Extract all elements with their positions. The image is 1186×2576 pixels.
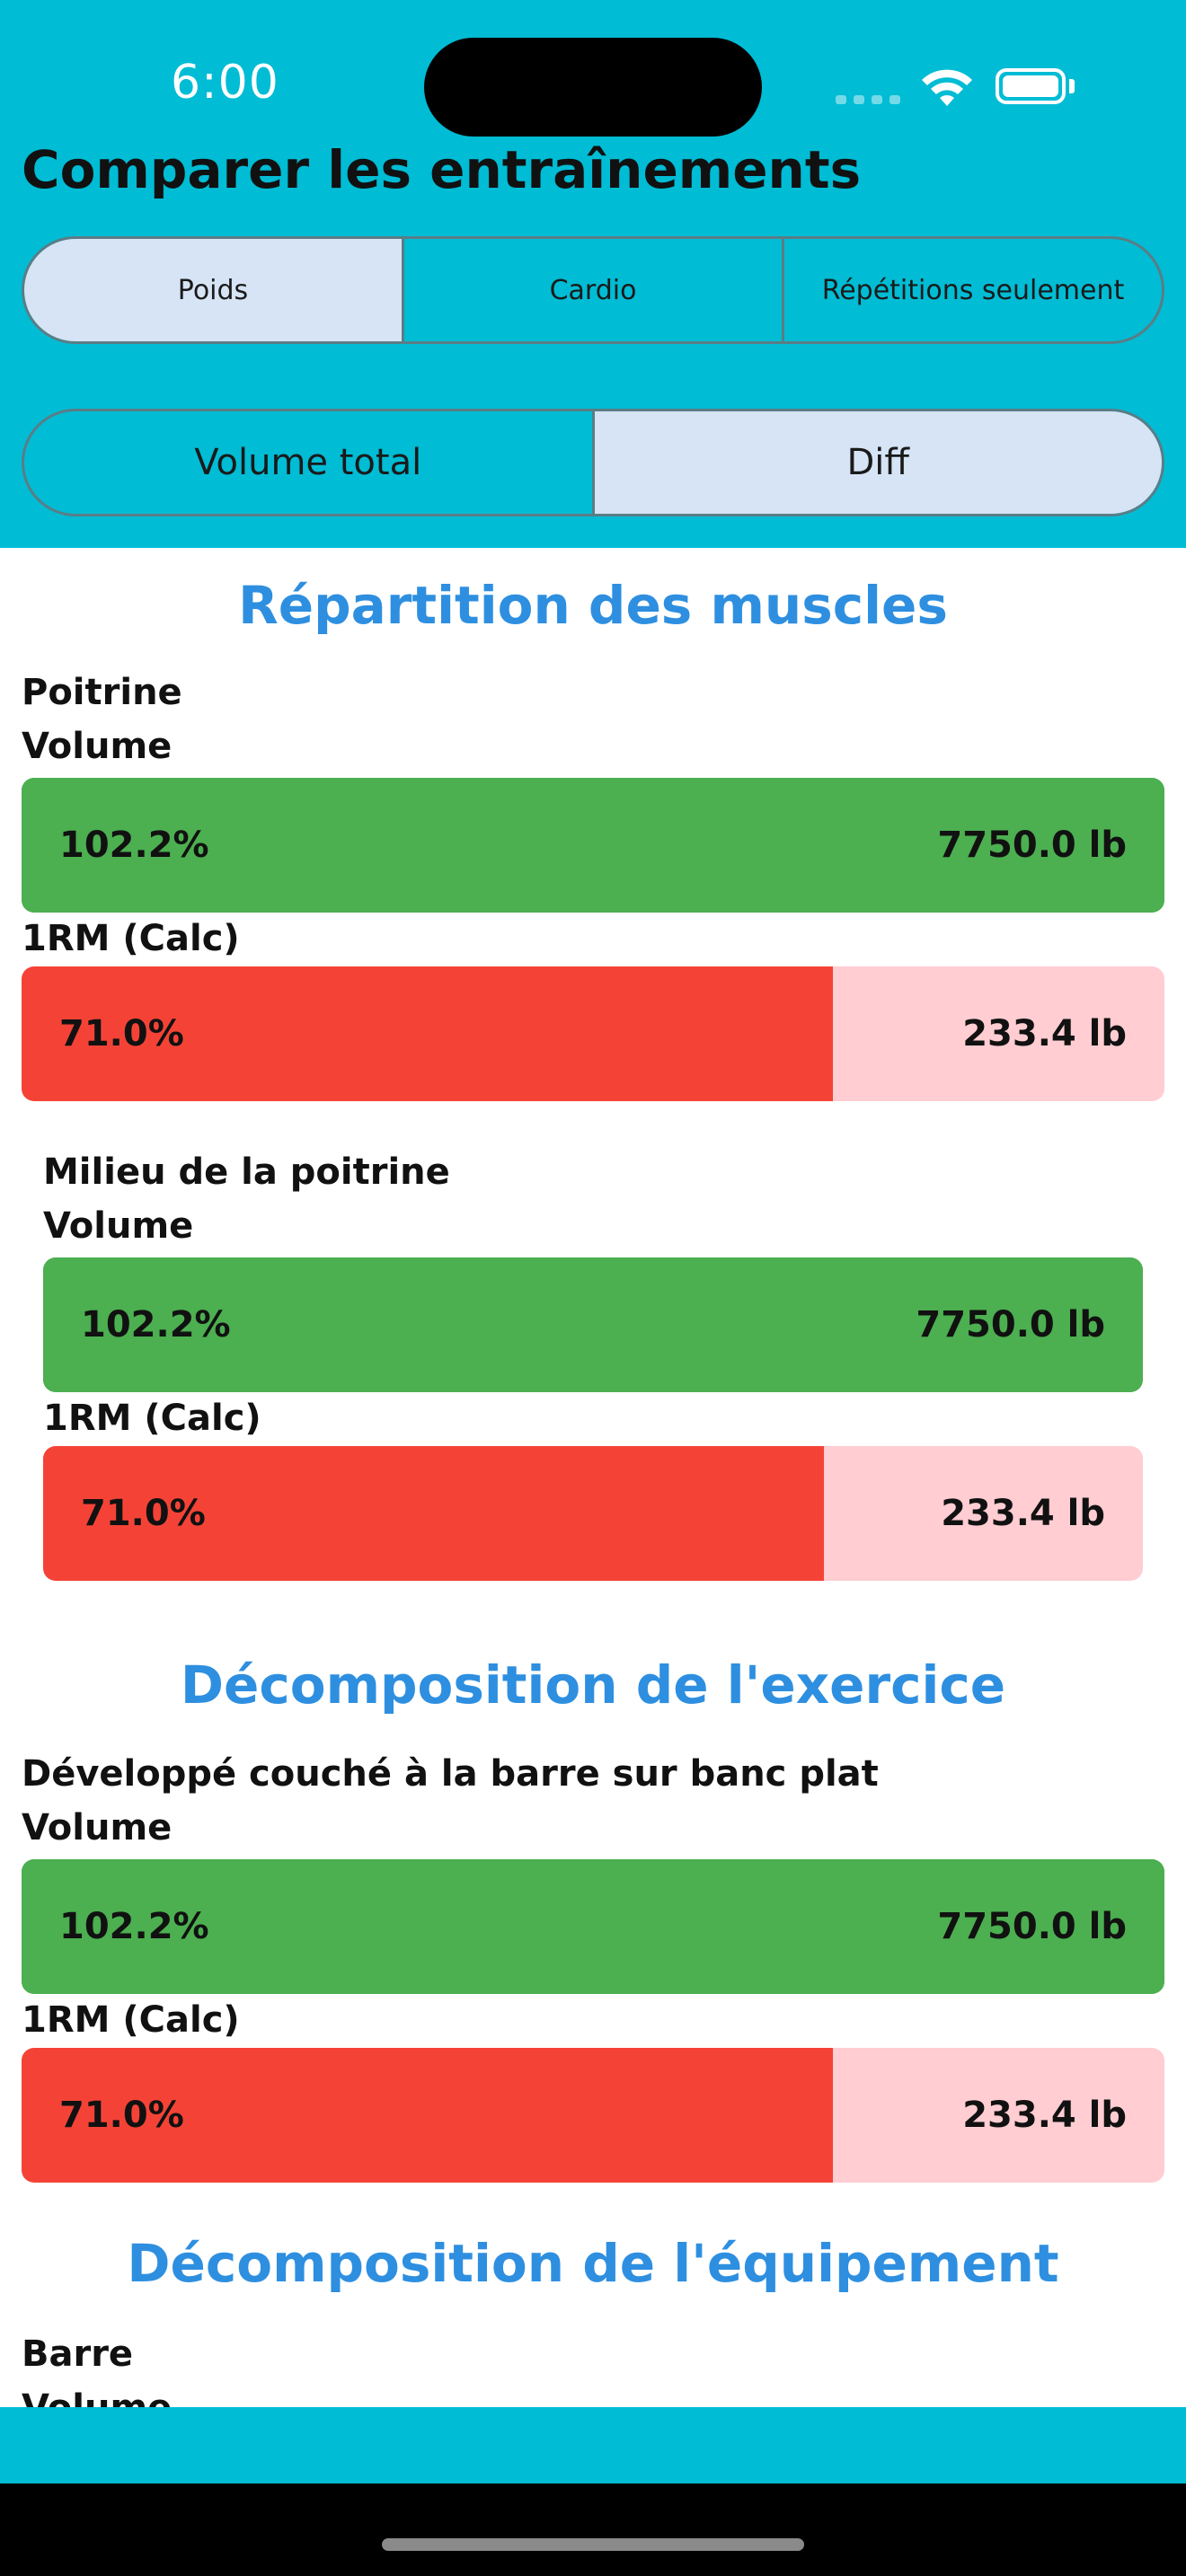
orm-diff-bar: 71.0% 233.4 lb [22,2048,1164,2183]
volume-label: Volume [43,1205,194,1247]
home-area [0,2483,1186,2576]
volume-diff-fill [43,1257,1143,1392]
orm-diff-value: 233.4 lb [941,1493,1105,1534]
home-indicator[interactable] [382,2538,804,2551]
app-header: 6:00 Comparer les entraînements Poids Ca… [0,0,1186,548]
volume-diff-bar: 102.2% 7750.0 lb [22,778,1164,913]
orm-diff-fill [43,1446,825,1581]
muscle-subgroup-name: Milieu de la poitrine [43,1151,450,1193]
page-title: Comparer les entraînements [22,139,862,200]
orm-diff-percent: 71.0% [59,1013,184,1054]
exercise-section-title: Décomposition de l'exercice [180,1654,1006,1716]
signal-icon [836,95,900,104]
orm-label: 1RM (Calc) [43,1398,261,1439]
orm-diff-value: 233.4 lb [962,2095,1127,2136]
volume-label: Volume [22,1807,173,1848]
volume-diff-fill [22,1859,1164,1994]
orm-label: 1RM (Calc) [22,918,240,959]
muscles-section-title: Répartition des muscles [238,575,948,636]
tab-volume-total[interactable]: Volume total [194,442,422,483]
orm-diff-fill [22,966,834,1101]
equipment-section-title: Décomposition de l'équipement [127,2233,1059,2294]
muscle-group-name: Poitrine [22,672,182,713]
status-time: 6:00 [171,56,279,110]
volume-diff-value: 7750.0 lb [937,1906,1127,1947]
volume-diff-value: 7750.0 lb [937,825,1127,866]
volume-label: Volume [22,726,173,767]
tab-poids[interactable]: Poids [24,239,402,341]
volume-diff-bar: 102.2% 7750.0 lb [22,1859,1164,1994]
volume-diff-value: 7750.0 lb [916,1304,1105,1345]
bottom-bar [0,2407,1186,2483]
volume-diff-percent: 102.2% [59,825,209,866]
workout-type-selector: Poids Cardio Répétitions seulement [22,236,1164,344]
tab-repetitions-seulement[interactable]: Répétitions seulement [782,239,1162,341]
volume-diff-bar: 102.2% 7750.0 lb [43,1257,1143,1392]
orm-diff-value: 233.4 lb [962,1013,1127,1054]
volume-diff-fill [22,778,1164,913]
orm-diff-percent: 71.0% [59,2095,184,2136]
orm-diff-bar: 71.0% 233.4 lb [22,966,1164,1101]
orm-label: 1RM (Calc) [22,1999,240,2041]
tab-diff[interactable]: Diff [591,411,1162,514]
volume-diff-percent: 102.2% [81,1304,231,1345]
battery-cap [1069,79,1075,93]
equipment-name: Barre [22,2333,134,2375]
battery-icon [996,68,1066,104]
orm-diff-percent: 71.0% [81,1493,206,1534]
wifi-icon [922,69,972,106]
tab-cardio[interactable]: Cardio [402,239,782,341]
comparison-mode-selector: Volume total Diff [22,409,1164,516]
dynamic-island [424,38,762,137]
exercise-name: Développé couché à la barre sur banc pla… [22,1753,879,1795]
orm-diff-bar: 71.0% 233.4 lb [43,1446,1143,1581]
volume-diff-percent: 102.2% [59,1906,209,1947]
orm-diff-fill [22,2048,834,2183]
